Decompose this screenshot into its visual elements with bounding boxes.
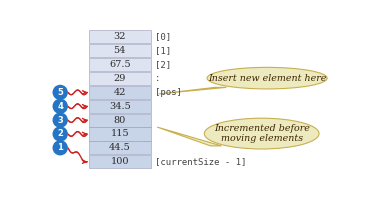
Circle shape	[53, 141, 67, 155]
Text: [2]: [2]	[155, 60, 171, 69]
Polygon shape	[157, 127, 221, 146]
Bar	[89, 58, 151, 71]
Text: :: :	[155, 74, 160, 83]
Text: [0]: [0]	[155, 33, 171, 41]
Text: 115: 115	[111, 129, 129, 138]
Text: [pos]: [pos]	[155, 88, 182, 97]
Text: Incremented before: Incremented before	[214, 124, 310, 134]
Text: moving elements: moving elements	[221, 135, 303, 143]
Bar	[89, 114, 151, 127]
Text: 42: 42	[114, 88, 126, 97]
Text: 3: 3	[57, 116, 63, 125]
Text: 34.5: 34.5	[109, 102, 131, 111]
Text: 44.5: 44.5	[109, 143, 131, 152]
Bar	[89, 100, 151, 113]
Text: 32: 32	[114, 33, 126, 41]
Bar	[89, 44, 151, 57]
Ellipse shape	[204, 118, 319, 149]
Text: 5: 5	[57, 88, 63, 97]
Text: 100: 100	[111, 157, 129, 166]
Polygon shape	[159, 87, 226, 94]
Circle shape	[53, 85, 67, 99]
Bar	[89, 86, 151, 99]
Text: 54: 54	[114, 46, 126, 55]
Circle shape	[53, 99, 67, 113]
Text: [1]: [1]	[155, 46, 171, 55]
Text: [currentSize - 1]: [currentSize - 1]	[155, 157, 246, 166]
Text: 4: 4	[57, 102, 63, 111]
Bar	[89, 155, 151, 168]
Text: Insert new element here: Insert new element here	[208, 74, 326, 83]
Bar	[89, 141, 151, 154]
Bar	[89, 30, 151, 43]
Circle shape	[53, 113, 67, 127]
Bar	[89, 127, 151, 141]
Ellipse shape	[207, 67, 327, 89]
Text: 67.5: 67.5	[109, 60, 131, 69]
Bar	[89, 72, 151, 85]
Circle shape	[53, 127, 67, 141]
Text: 80: 80	[114, 116, 126, 125]
Text: 29: 29	[114, 74, 126, 83]
Text: 1: 1	[57, 143, 63, 152]
Text: 2: 2	[57, 129, 63, 138]
